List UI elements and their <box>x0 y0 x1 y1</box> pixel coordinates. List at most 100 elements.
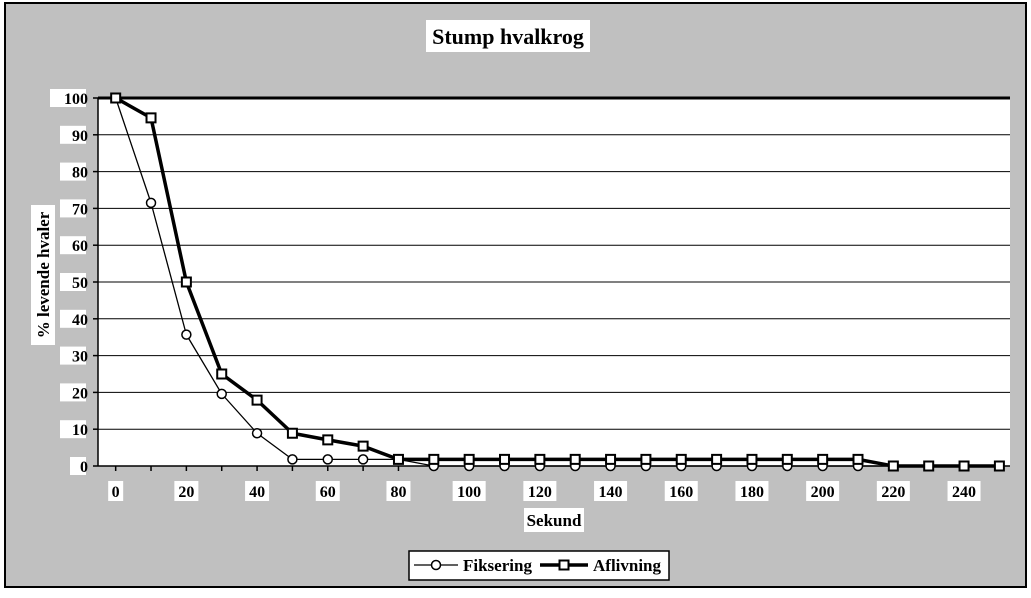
x-tick-label-box <box>735 481 769 501</box>
y-tick-label: 50 <box>72 275 88 292</box>
y-tick-label: 0 <box>80 459 88 476</box>
data-point-square <box>887 460 899 472</box>
data-point-square <box>993 460 1005 472</box>
x-tick-label-box <box>806 481 840 501</box>
data-point-circle <box>287 454 298 465</box>
legend-label-aflivning: Aflivning <box>593 556 662 575</box>
legend-marker-circle <box>430 559 442 571</box>
legend-entries: Fiksering Aflivning <box>414 556 662 575</box>
data-point-square <box>180 276 192 288</box>
data-point-square <box>569 453 581 465</box>
y-tick-label-box <box>60 236 86 255</box>
data-point-circle <box>145 197 157 209</box>
data-point-square <box>392 453 404 465</box>
chart-title: Stump hvalkrog <box>432 24 584 49</box>
data-point-square <box>711 453 723 465</box>
y-axis-label-box <box>31 205 55 345</box>
data-point-square <box>110 92 122 104</box>
data-point-square <box>958 460 970 472</box>
x-tick-label: 20 <box>178 484 194 501</box>
x-tick-label: 0 <box>112 484 120 501</box>
y-tick-label: 90 <box>72 128 88 145</box>
x-tick-label: 120 <box>528 484 552 501</box>
data-point-square <box>357 440 369 452</box>
data-point-circle <box>251 427 263 439</box>
y-tick-label-box <box>60 273 86 291</box>
y-tick-label: 30 <box>72 349 88 366</box>
x-tick-label: 140 <box>599 484 623 501</box>
grid-lines <box>98 134 1010 430</box>
data-point-square <box>499 453 511 465</box>
y-tick-label: 70 <box>72 201 88 218</box>
series-line-aflivning <box>114 96 1000 468</box>
x-tick-label-box <box>452 481 486 501</box>
data-point-square <box>923 460 935 472</box>
y-tick-label-box <box>60 162 86 181</box>
data-point-square <box>286 427 298 439</box>
y-tick-label: 100 <box>64 91 88 108</box>
data-point-square <box>640 453 652 465</box>
x-tick-label: 200 <box>811 484 835 501</box>
data-point-square <box>428 453 440 465</box>
x-axis-label-box <box>524 508 584 532</box>
y-tick-label-box <box>60 383 86 402</box>
x-tick-label-box <box>108 481 124 501</box>
y-tick-label-box <box>60 125 86 144</box>
x-tick-label: 160 <box>669 484 693 501</box>
x-tick-label-box <box>315 481 340 501</box>
y-tick-label: 10 <box>72 422 88 439</box>
data-point-square <box>322 434 334 446</box>
data-point-square <box>746 453 758 465</box>
data-point-square <box>605 453 617 465</box>
title-box <box>426 20 590 52</box>
y-axis-label: % levende hvaler <box>34 211 53 338</box>
data-point-square <box>675 453 687 465</box>
y-tick-label-box <box>60 420 86 439</box>
x-tick-label-box <box>947 481 981 501</box>
x-axis-ticks: 0 20 40 60 80 100 120 140 160 180 200 220 240 <box>108 466 1001 501</box>
y-axis-ticks: 0 10 20 30 40 50 60 70 80 90 100 <box>50 89 98 476</box>
y-tick-label-box <box>70 457 86 475</box>
x-tick-label-box <box>594 481 628 501</box>
data-point-circle <box>181 329 192 340</box>
series-layer <box>110 92 1005 472</box>
data-point-square <box>817 453 829 465</box>
y-tick-label: 40 <box>72 312 88 329</box>
y-tick-label: 20 <box>72 385 88 402</box>
y-tick-label-box <box>60 309 86 328</box>
data-point-square <box>534 453 546 465</box>
x-tick-label-box <box>245 481 270 501</box>
legend-label-fiksering: Fiksering <box>463 556 532 575</box>
data-point-circle <box>357 454 369 465</box>
data-point-square <box>852 453 864 465</box>
data-point-circle <box>216 388 227 400</box>
x-tick-label: 100 <box>457 484 481 501</box>
y-tick-label: 60 <box>72 238 88 255</box>
x-tick-label-box <box>174 481 199 501</box>
y-tick-label-box <box>50 89 86 107</box>
y-tick-label-box <box>60 346 86 365</box>
x-tick-label: 220 <box>881 484 905 501</box>
x-tick-label: 240 <box>952 484 976 501</box>
x-axis-label: Sekund <box>527 511 582 530</box>
x-tick-label-box <box>523 481 557 501</box>
data-point-square <box>251 394 263 406</box>
x-tick-label-box <box>876 481 910 501</box>
data-point-square <box>145 112 157 124</box>
x-tick-label: 60 <box>320 484 336 501</box>
x-tick-label: 180 <box>740 484 764 501</box>
data-point-square <box>463 453 475 465</box>
x-tick-label: 40 <box>249 484 265 501</box>
data-point-square <box>216 368 228 380</box>
x-tick-label: 80 <box>390 484 406 501</box>
data-point-square <box>781 453 793 465</box>
data-point-circle <box>322 454 334 465</box>
x-tick-label-box <box>664 481 698 501</box>
series-line-fiksering <box>115 97 1000 467</box>
legend-marker-square <box>558 559 570 571</box>
x-tick-label-box <box>386 481 411 501</box>
y-tick-label: 80 <box>72 165 88 182</box>
y-tick-label-box <box>60 199 86 218</box>
